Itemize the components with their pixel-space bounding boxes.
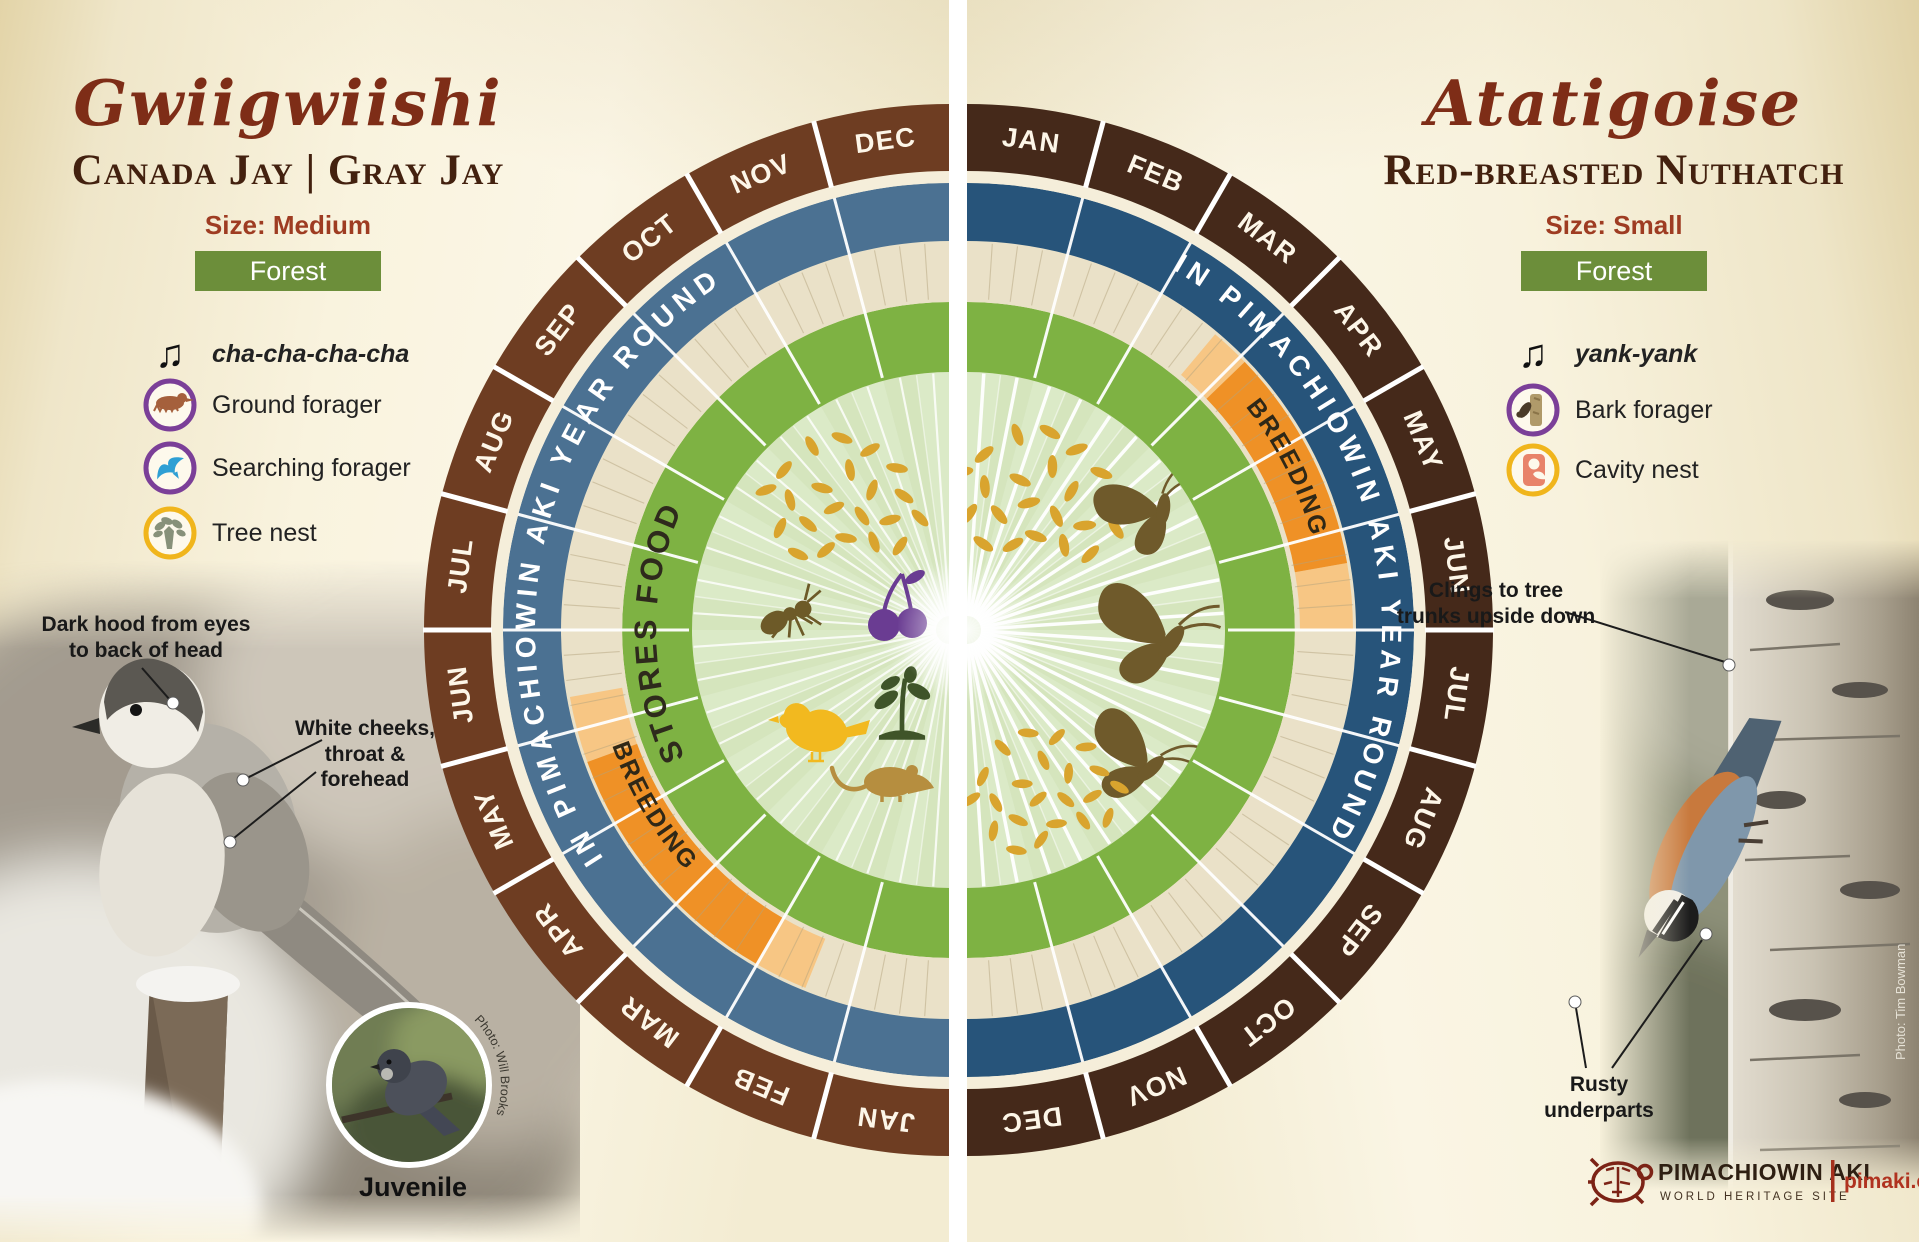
size-label-left: Size: Medium	[204, 210, 372, 240]
org-name: PIMACHIOWIN AKI	[1658, 1159, 1870, 1185]
call-row-left: ♫ cha-cha-cha-cha	[142, 326, 409, 382]
trait-label: Tree nest	[212, 518, 317, 547]
trait-label: Bark forager	[1575, 395, 1713, 424]
size-label-right: Size: Small	[1545, 210, 1683, 240]
music-note-icon: ♫	[1518, 331, 1548, 376]
call-text-left: cha-cha-cha-cha	[212, 339, 410, 368]
trait-row: Bark forager	[1505, 382, 1713, 438]
birch-trunk	[1728, 540, 1919, 1190]
tree-nest-icon	[143, 506, 197, 560]
ground-forager-icon	[143, 378, 197, 432]
native-name-right: Atatigoise	[1425, 66, 1803, 140]
photo-credit-right: Photo: Tim Bowman	[1893, 944, 1908, 1060]
annotation-clings: Clings to tree trunks upside down	[1396, 579, 1596, 628]
trait-label: Searching forager	[212, 453, 411, 482]
annotation-dark-hood: Dark hood from eyes to back of head	[41, 613, 251, 662]
native-name-left: Gwiigwiishi	[73, 66, 503, 140]
website-link[interactable]: pimaki.ca	[1844, 1170, 1919, 1193]
common-name-right: Red-breasted Nuthatch	[1383, 147, 1845, 194]
cavity-nest-icon	[1506, 443, 1560, 497]
habitat-badge-right: Forest	[1521, 251, 1707, 291]
call-row-right: ♫ yank-yank	[1505, 326, 1697, 382]
searching-forager-icon	[143, 441, 197, 495]
annotation-white-cheeks: White cheeks, throat & forehead	[294, 717, 436, 792]
bark-forager-icon	[1506, 383, 1560, 437]
music-note-icon: ♫	[155, 331, 185, 376]
juvenile-photo-art	[332, 1008, 486, 1162]
habitat-badge-left: Forest	[195, 251, 381, 291]
trait-row: Cavity nest	[1505, 442, 1699, 498]
juvenile-photo-credit: Photo: Will Brooks	[472, 1012, 512, 1117]
org-subtitle: WORLD HERITAGE SITE	[1660, 1191, 1850, 1203]
svg-text:Photo: Will Brooks: Photo: Will Brooks	[472, 1012, 512, 1117]
snow-mound	[0, 1080, 260, 1242]
turtle-icon	[1588, 1157, 1654, 1207]
photo-credit-left: Photo: Will Brooks	[472, 1012, 512, 1117]
juvenile-photo	[326, 1002, 492, 1168]
call-text-right: yank-yank	[1575, 339, 1698, 368]
pimachiowin-aki-logo: PIMACHIOWIN AKI WORLD HERITAGE SITE pima…	[1588, 1157, 1919, 1207]
trait-label: Cavity nest	[1575, 455, 1699, 484]
trait-row: Ground forager	[142, 377, 382, 433]
trait-label: Ground forager	[212, 390, 382, 419]
annotation-rusty: Rusty underparts	[1544, 1073, 1654, 1122]
trait-row: Searching forager	[142, 440, 411, 496]
logo-divider	[1831, 1160, 1835, 1202]
juvenile-bird	[370, 1049, 460, 1136]
trait-row: Tree nest	[142, 505, 317, 561]
juvenile-label: Juvenile	[358, 1172, 468, 1202]
page-divider	[949, 0, 967, 1242]
common-name-left: Canada Jay | Gray Jay	[71, 147, 505, 194]
